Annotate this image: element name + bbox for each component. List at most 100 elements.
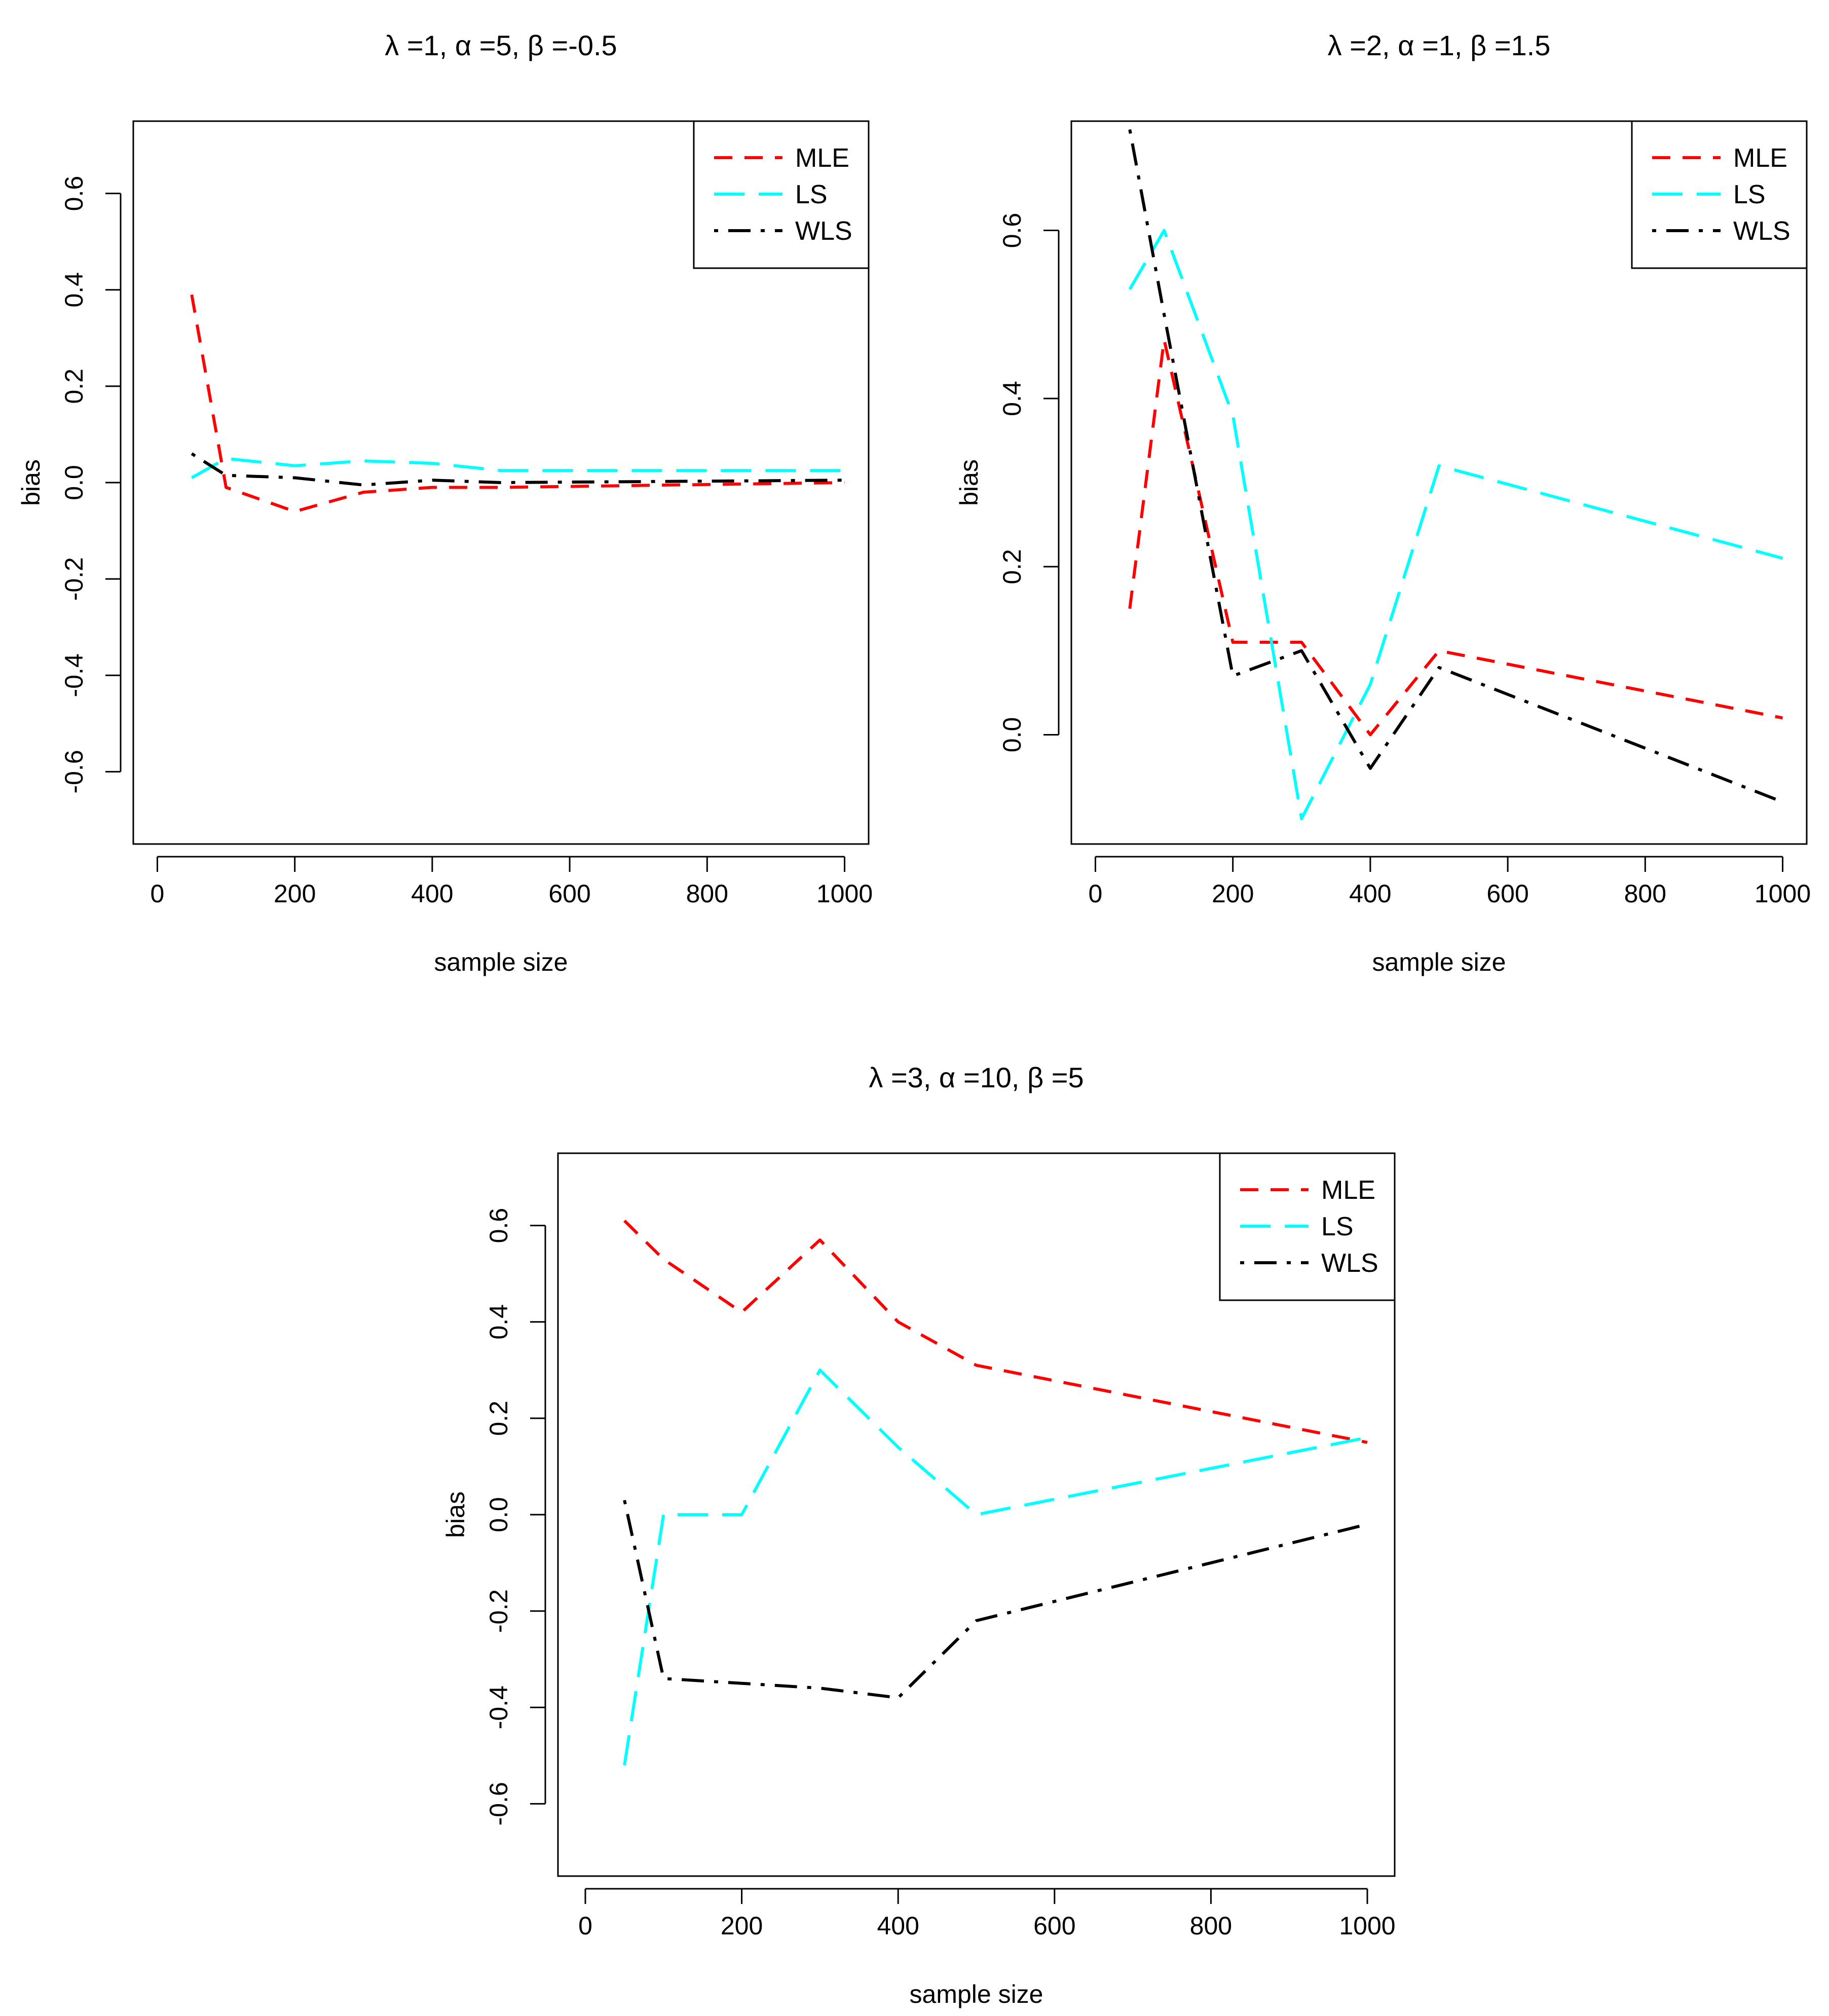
series-line-mle bbox=[623, 1219, 1368, 1444]
data-point-wls bbox=[500, 481, 503, 484]
x-axis: 0 200 400 600 800 1000 bbox=[578, 1888, 1396, 1940]
series-line-mle bbox=[190, 294, 845, 514]
data-point-wls bbox=[623, 1498, 626, 1501]
y-tick-label: 0.6 bbox=[998, 213, 1026, 248]
y-tick-label: -0.2 bbox=[60, 557, 88, 601]
x-tick-label: 200 bbox=[721, 1912, 763, 1940]
data-point-mle bbox=[1128, 607, 1131, 610]
data-point-mle bbox=[1369, 733, 1372, 736]
data-point-mle bbox=[1231, 641, 1235, 644]
x-tick-label: 400 bbox=[411, 879, 453, 908]
data-point-mle bbox=[500, 486, 503, 489]
legend-label-wls: WLS bbox=[795, 216, 852, 246]
data-point-ls bbox=[975, 1513, 978, 1516]
x-axis-label: sample size bbox=[910, 1980, 1043, 2008]
y-axis: 0.0 0.2 0.4 0.6 bbox=[998, 213, 1060, 752]
x-tick-label: 1000 bbox=[816, 879, 873, 908]
y-axis-label: bias bbox=[17, 459, 45, 506]
data-point-ls bbox=[1231, 414, 1235, 417]
x-tick-label: 400 bbox=[877, 1912, 919, 1940]
x-tick-label: 1000 bbox=[1339, 1912, 1395, 1940]
data-point-mle bbox=[1366, 1441, 1369, 1444]
y-tick-label: 0.6 bbox=[60, 176, 88, 211]
x-tick-label: 400 bbox=[1349, 879, 1391, 908]
legend: MLE LS WLS bbox=[1219, 1152, 1396, 1301]
data-point-ls bbox=[1781, 557, 1784, 560]
series-wls bbox=[190, 452, 846, 487]
series-ls bbox=[1128, 229, 1784, 821]
data-point-mle bbox=[975, 1364, 978, 1367]
y-tick-label: 0.2 bbox=[484, 1401, 513, 1436]
chart-title: λ =3, α =10, β =5 bbox=[869, 1061, 1084, 1093]
y-axis-label: bias bbox=[441, 1491, 470, 1538]
series-line-ls bbox=[1128, 229, 1783, 821]
data-point-ls bbox=[623, 1764, 626, 1767]
chart-1: λ =1, α =5, β =-0.5 0 200 400 600 800 1000 samp… bbox=[17, 29, 873, 976]
plot-frame bbox=[557, 1152, 1396, 1877]
data-point-wls bbox=[362, 484, 365, 487]
data-point-ls bbox=[293, 464, 296, 467]
y-tick-label: 0.4 bbox=[60, 272, 88, 308]
data-point-wls bbox=[897, 1696, 900, 1699]
series-wls bbox=[1128, 129, 1783, 803]
y-tick-label: -0.4 bbox=[60, 653, 88, 697]
series-mle bbox=[190, 293, 845, 514]
legend-label-mle: MLE bbox=[1733, 143, 1787, 173]
y-axis: -0.6 -0.4 -0.2 0.0 0.2 0.4 0.6 bbox=[484, 1208, 546, 1825]
y-tick-label: -0.6 bbox=[60, 750, 88, 793]
y-tick-label: 0.2 bbox=[998, 549, 1026, 584]
y-tick-label: 0.0 bbox=[60, 465, 88, 500]
data-point-wls bbox=[843, 479, 846, 482]
data-point-mle bbox=[1300, 641, 1303, 644]
data-point-ls bbox=[897, 1446, 900, 1449]
x-axis: 0 200 400 600 800 1000 bbox=[1089, 856, 1811, 908]
data-point-wls bbox=[662, 1677, 665, 1680]
series-line-mle bbox=[1128, 338, 1783, 737]
series-line-wls bbox=[191, 452, 845, 487]
data-point-mle bbox=[818, 1238, 822, 1241]
data-point-ls bbox=[1163, 229, 1166, 232]
legend-label-mle: MLE bbox=[795, 143, 849, 173]
data-point-ls bbox=[362, 459, 365, 462]
x-tick-label: 800 bbox=[1190, 1912, 1232, 1940]
data-point-ls bbox=[1366, 1436, 1369, 1439]
series-line-wls bbox=[623, 1499, 1368, 1700]
data-point-ls bbox=[500, 469, 503, 472]
legend-label-wls: WLS bbox=[1733, 216, 1790, 246]
data-point-wls bbox=[225, 474, 228, 477]
y-tick-label: 0.4 bbox=[484, 1304, 513, 1340]
data-point-mle bbox=[431, 486, 434, 489]
data-point-ls bbox=[1128, 288, 1131, 291]
series-ls bbox=[623, 1368, 1369, 1767]
chart-title: λ =2, α =1, β =1.5 bbox=[1328, 29, 1551, 61]
x-tick-label: 600 bbox=[1033, 1912, 1075, 1940]
data-point-wls bbox=[1366, 1523, 1369, 1526]
data-point-mle bbox=[225, 486, 228, 489]
chart-title: λ =1, α =5, β =-0.5 bbox=[385, 29, 617, 61]
plot-frame bbox=[1070, 120, 1808, 845]
x-tick-label: 200 bbox=[274, 879, 316, 908]
data-point-ls bbox=[431, 462, 434, 465]
data-point-wls bbox=[818, 1687, 822, 1690]
data-point-ls bbox=[190, 476, 193, 479]
x-tick-label: 0 bbox=[578, 1912, 592, 1940]
y-tick-label: -0.4 bbox=[484, 1685, 513, 1729]
x-tick-label: 600 bbox=[548, 879, 590, 908]
x-axis-label: sample size bbox=[434, 948, 568, 976]
series-line-ls bbox=[191, 457, 845, 480]
data-point-wls bbox=[1369, 767, 1372, 770]
data-point-mle bbox=[1781, 716, 1784, 719]
data-point-mle bbox=[362, 491, 365, 494]
x-tick-label: 200 bbox=[1212, 879, 1254, 908]
legend: MLE LS WLS bbox=[693, 120, 870, 269]
data-point-mle bbox=[1438, 649, 1441, 652]
data-point-mle bbox=[190, 293, 193, 296]
data-point-ls bbox=[1369, 683, 1372, 686]
series-ls bbox=[190, 457, 845, 480]
data-point-ls bbox=[818, 1369, 822, 1372]
chart-3: λ =3, α =10, β =5 0 200 400 600 800 1000 sample… bbox=[441, 1061, 1396, 2008]
legend: MLE LS WLS bbox=[1631, 120, 1808, 269]
data-point-wls bbox=[190, 452, 193, 455]
y-tick-label: 0.2 bbox=[60, 369, 88, 404]
